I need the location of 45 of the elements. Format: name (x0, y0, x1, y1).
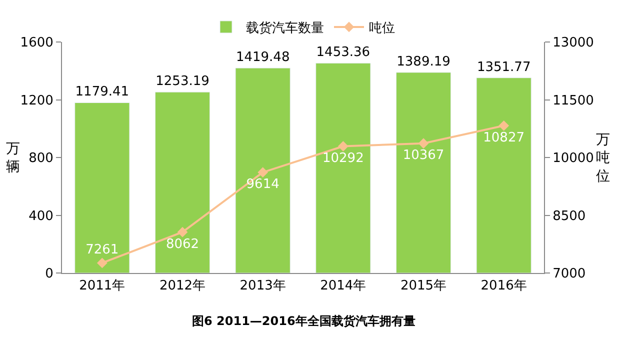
y-axis-title: 万辆 (6, 141, 20, 176)
x-tick-label: 2012年 (159, 278, 206, 294)
data-label: 10827 (483, 130, 525, 146)
y2-tick-label: 10000 (552, 151, 594, 166)
legend-label: 吨位 (369, 21, 395, 36)
bar (476, 78, 532, 273)
data-label: 1351.77 (476, 60, 531, 75)
x-tick-label: 2013年 (240, 278, 286, 294)
point (338, 141, 348, 152)
point (498, 120, 510, 131)
y-tick-label: 800 (28, 151, 54, 166)
bar (396, 72, 452, 273)
x-tick-label: 2016年 (480, 278, 527, 294)
y2-tick-label: 8500 (552, 208, 586, 224)
bar (316, 62, 371, 273)
point (258, 167, 268, 178)
point (418, 138, 429, 149)
y2-axis-title: 万吨位 (596, 132, 610, 184)
y-tick-label: 0 (45, 266, 54, 282)
y2-tick-label: 11500 (552, 93, 594, 108)
x-tick-label: 2011年 (79, 278, 126, 294)
data-label: 9614 (246, 177, 280, 192)
data-label: 10292 (322, 151, 364, 166)
y-tick-label: 1600 (20, 36, 54, 51)
data-label: 1453.36 (316, 45, 370, 60)
point (177, 226, 188, 238)
bar (74, 102, 130, 273)
y2-tick-label: 13000 (552, 36, 594, 51)
data-label: 1389.19 (396, 54, 450, 70)
x-tick-label: 2014年 (320, 278, 366, 294)
y-tick-label: 400 (28, 208, 54, 224)
bar (154, 92, 210, 273)
data-label: 1419.48 (236, 50, 290, 66)
legend-label: 载货汽车数量 (246, 21, 324, 36)
y-tick-label: 1200 (20, 93, 54, 108)
data-label: 8062 (166, 236, 200, 252)
data-label: 1253.19 (156, 74, 210, 90)
data-label: 10367 (402, 148, 444, 164)
y2-tick-label: 7000 (552, 266, 586, 282)
x-tick-label: 2015年 (400, 278, 447, 294)
data-label: 1179.41 (75, 84, 130, 100)
data-label: 7261 (86, 242, 119, 258)
bar (235, 68, 290, 273)
text: 图6 2011—2016年全国载货汽车拥有量 (192, 314, 416, 328)
point (96, 258, 108, 268)
